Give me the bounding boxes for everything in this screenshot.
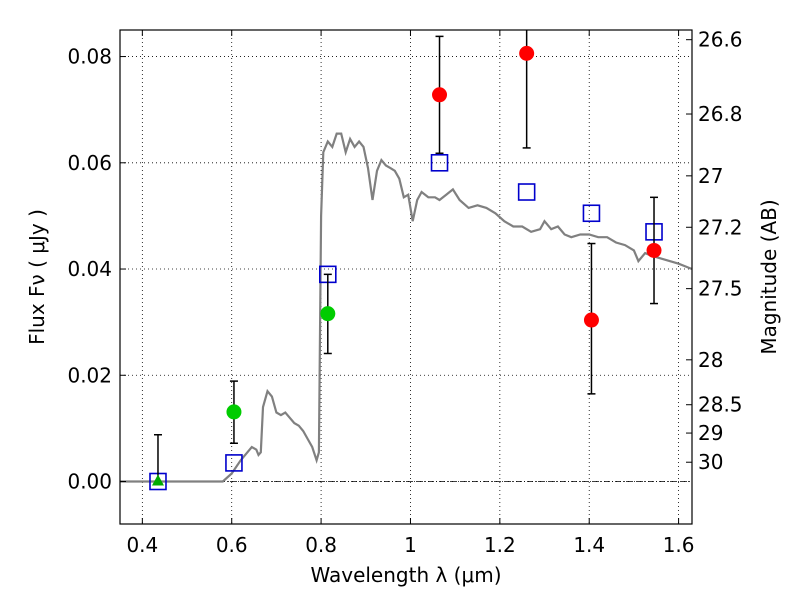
y2-tick-label: 28 (698, 348, 723, 372)
y-tick-label: 0.06 (67, 151, 112, 175)
x-tick-labels: 0.4 0.6 0.8 1 1.2 1.4 1.6 (126, 533, 694, 557)
y-tick-label: 0.02 (67, 363, 112, 387)
y2-tick-label: 26.6 (698, 28, 743, 52)
y2-tick-label: 28.5 (698, 393, 743, 417)
y2-tick-label: 27.5 (698, 277, 743, 301)
y2-tick-label: 29 (698, 421, 723, 445)
tick-marks (120, 30, 692, 524)
model-flux-square (430, 153, 449, 172)
y2-axis-title: Magnitude (AB) (757, 199, 781, 354)
observed-flux-point (320, 306, 336, 322)
observed-flux-point (226, 404, 242, 420)
observed-flux-point (432, 87, 448, 103)
model-spectrum-line (120, 132, 692, 483)
plot-frame (119, 29, 693, 525)
y2-tick-label: 26.8 (698, 102, 743, 126)
y-tick-label: 0.00 (67, 470, 112, 494)
y2-tick-label: 27 (698, 164, 723, 188)
observed-flux-point (519, 45, 535, 61)
x-tick-label: 0.4 (126, 533, 158, 557)
y-tick-labels: 0.00 0.02 0.04 0.06 0.08 (67, 45, 112, 494)
observed-flux-point (583, 312, 599, 328)
model-flux-square (582, 204, 601, 223)
y-axis-title: Flux Fν ( μJy ) (25, 209, 49, 345)
plot-layer (120, 30, 692, 491)
model-flux-square (225, 454, 243, 472)
y2-tick-label: 27.2 (698, 215, 743, 239)
y-tick-label: 0.04 (67, 257, 112, 281)
model-flux-square (517, 183, 536, 201)
x-tick-label: 1.6 (663, 533, 695, 557)
x-tick-label: 0.6 (216, 533, 248, 557)
x-tick-label: 1 (404, 533, 417, 557)
y2-tick-label: 30 (698, 450, 723, 474)
x-tick-label: 0.8 (305, 533, 337, 557)
x-tick-label: 1.4 (573, 533, 605, 557)
upper-limit-triangle (151, 474, 164, 486)
x-tick-label: 1.2 (484, 533, 516, 557)
y-tick-label: 0.08 (67, 45, 112, 69)
observed-flux-point (646, 242, 662, 258)
y2-tick-labels: 26.6 26.8 27 27.2 27.5 28 28.5 29 30 (698, 28, 743, 475)
x-axis-title: Wavelength λ (μm) (310, 563, 501, 587)
plot-area-background (120, 30, 692, 524)
